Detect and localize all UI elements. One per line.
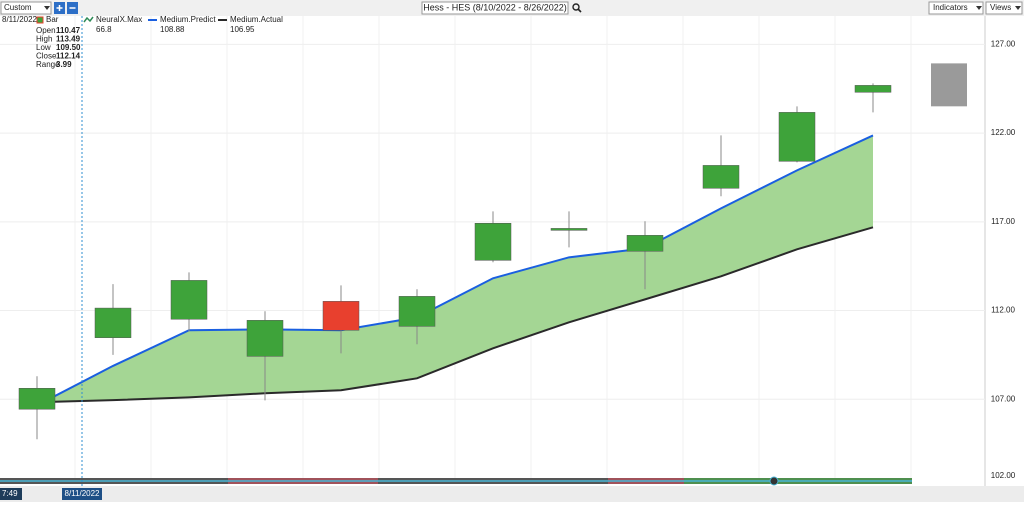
scroll-thumb[interactable] (769, 476, 779, 486)
info-value: 109.50 (56, 43, 81, 52)
y-tick-label: 127.00 (991, 40, 1016, 49)
legend-label: Medium.Actual (230, 15, 283, 24)
info-label: Close (36, 52, 57, 61)
y-tick-label: 112.00 (991, 306, 1015, 315)
candle-body (626, 235, 664, 252)
legend-label: NeuralX.Max (96, 15, 142, 24)
legend-label: Bar (46, 15, 59, 24)
candle-body (778, 112, 816, 162)
candle-body (246, 320, 284, 357)
search-icon[interactable] (572, 3, 580, 11)
candle-body (322, 301, 360, 331)
time-label: 7:49 (2, 489, 18, 498)
chart-title: Hess - HES (8/10/2022 - 8/26/2022) (423, 2, 567, 12)
plus-icon (56, 5, 63, 11)
forecast-bar (931, 63, 967, 107)
indicators-label: Indicators (933, 3, 968, 12)
dropdown-arrow (1015, 6, 1021, 10)
candle-body (854, 85, 892, 93)
candle-body (94, 307, 132, 338)
info-value: 3.99 (56, 60, 72, 69)
views-dropdown[interactable] (985, 1, 1023, 15)
date-strip (0, 486, 1024, 502)
dropdown-arrow (44, 6, 50, 10)
legend-value: 108.88 (160, 25, 185, 34)
legend-icon (36, 16, 44, 24)
y-tick-label: 107.00 (991, 394, 1016, 403)
preset-dropdown[interactable] (0, 1, 52, 15)
info-date: 8/11/2022 (2, 15, 38, 24)
legend-value: 66.8 (96, 25, 112, 34)
candle-body (170, 280, 208, 320)
info-label: Open (36, 26, 56, 35)
info-value: 110.47 (56, 26, 81, 35)
candle-body (398, 296, 436, 327)
title-box[interactable] (421, 1, 569, 15)
indicators-dropdown[interactable] (928, 1, 984, 15)
info-label: Low (36, 43, 51, 52)
crosshair-date: 8/11/2022 (65, 489, 101, 498)
forecast-area (37, 135, 873, 406)
series-line (36, 134, 874, 407)
info-value: 112.14 (56, 52, 81, 61)
views-label: Views (990, 3, 1011, 12)
series-line (36, 226, 874, 404)
info-value: 113.49 (56, 35, 81, 44)
candle-body (550, 228, 588, 231)
candle-body (18, 388, 56, 410)
legend-value: 106.95 (230, 25, 255, 34)
dropdown-arrow (976, 6, 982, 10)
info-label: Range (36, 60, 60, 69)
legend-swatch (83, 16, 94, 23)
y-tick-label: 117.00 (991, 217, 1015, 226)
crosshair-date-badge (62, 488, 102, 500)
legend-label: Medium.Predict (160, 15, 216, 24)
candle-body (474, 223, 512, 261)
search-handle (577, 8, 582, 13)
y-tick-label: 102.00 (991, 471, 1016, 480)
preset-label: Custom (4, 3, 32, 12)
time-badge (0, 488, 22, 500)
info-label: High (36, 35, 52, 44)
candle-body (702, 165, 740, 189)
y-tick-label: 122.00 (991, 128, 1016, 137)
